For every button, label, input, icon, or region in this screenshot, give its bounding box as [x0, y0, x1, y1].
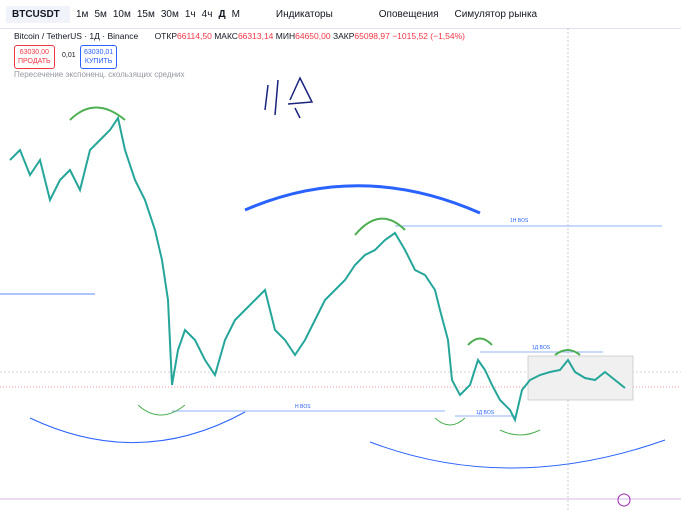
- sell-price: 63030,00: [19, 49, 49, 56]
- drawing: [69, 106, 126, 121]
- replay[interactable]: Симулятор рынка: [454, 8, 538, 20]
- ohlc-value: 65098,97: [354, 31, 390, 41]
- interval[interactable]: 30м: [160, 8, 179, 20]
- ohlc-label: ОТКР: [154, 31, 177, 41]
- drawing: [499, 429, 541, 436]
- interval[interactable]: 1ч: [184, 8, 196, 20]
- annotation: 1H BOS: [510, 218, 529, 224]
- ohlc-value: 64650,00: [295, 31, 331, 41]
- ohlc-label: МАКС: [214, 31, 238, 41]
- interval[interactable]: 10м: [112, 8, 131, 20]
- drawing: [369, 439, 666, 469]
- interval[interactable]: 15м: [136, 8, 155, 20]
- annotation: 1Д BOS: [532, 345, 551, 351]
- handwriting: [264, 76, 314, 119]
- toolbar: BTCUSDT 1м 5м 10м 15м 30м 1ч 4ч Д М Инди…: [0, 0, 681, 29]
- symbol[interactable]: BTCUSDT: [6, 5, 70, 23]
- interval[interactable]: 5м: [94, 8, 107, 20]
- annotation: 1Д BOS: [476, 410, 495, 416]
- indicator-label: Пересечение экспоненц. скользящих средни…: [14, 70, 185, 79]
- buy-price: 63030,01: [84, 49, 114, 56]
- spread: 0,01: [62, 52, 76, 59]
- legend: Bitcoin / TetherUS · 1Д · Binance ОТКР66…: [14, 31, 465, 41]
- drawing: [244, 184, 481, 215]
- drawing: [467, 337, 493, 346]
- interval[interactable]: М: [231, 8, 240, 20]
- drawing: [434, 417, 466, 426]
- buy-label: КУПИТЬ: [84, 58, 113, 65]
- alerts[interactable]: Оповещения: [378, 8, 439, 20]
- interval[interactable]: 1м: [76, 8, 89, 20]
- drawing: [554, 349, 581, 356]
- range-box: [527, 355, 634, 401]
- indicators[interactable]: Индикаторы: [275, 8, 333, 20]
- buy-button[interactable]: 63030,01 КУПИТЬ: [80, 45, 118, 69]
- icon[interactable]: [617, 493, 631, 507]
- legend-title: Bitcoin / TetherUS · 1Д · Binance: [14, 31, 139, 41]
- interval[interactable]: 4ч: [201, 8, 213, 20]
- drawing: [29, 411, 246, 443]
- price-path: [9, 115, 626, 423]
- ohlc-value: 66114,50: [177, 31, 212, 41]
- drawing: [354, 217, 406, 236]
- ohlc-value: 66313,14: [237, 31, 274, 41]
- interval[interactable]: Д: [218, 8, 226, 20]
- annotation: H BOS: [295, 404, 311, 410]
- ohlc-label: ЗАКР: [332, 31, 355, 41]
- change: −1015,52 (−1,54%): [392, 31, 465, 41]
- drawing: [137, 404, 186, 416]
- sell-label: ПРОДАТЬ: [18, 58, 51, 65]
- ohlc-label: МИН: [275, 31, 296, 41]
- sell-button[interactable]: 63030,00 ПРОДАТЬ: [14, 45, 55, 69]
